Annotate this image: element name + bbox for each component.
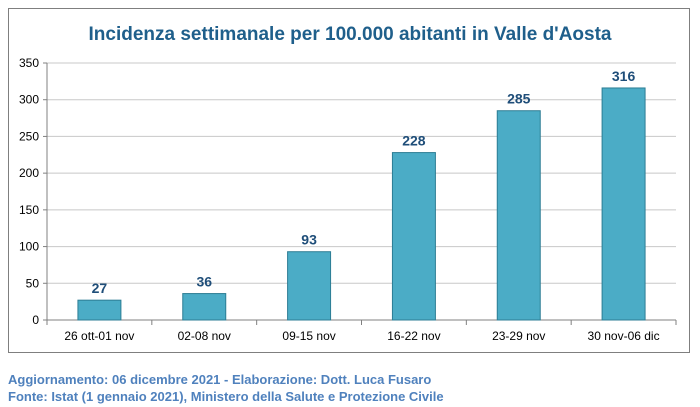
x-tick-label: 09-15 nov	[282, 329, 335, 343]
y-tick-label: 350	[19, 56, 39, 70]
data-label: 316	[612, 68, 636, 84]
bar	[496, 110, 541, 321]
data-label: 93	[301, 232, 317, 248]
x-tick-label: 23-29 nov	[492, 329, 545, 343]
footer-source-note: Fonte: Istat (1 gennaio 2021), Ministero…	[8, 389, 444, 404]
y-tick-label: 0	[32, 313, 39, 327]
data-label: 228	[402, 133, 426, 149]
chart-title: Incidenza settimanale per 100.000 abitan…	[89, 24, 612, 45]
x-tick-label: 02-08 nov	[178, 329, 231, 343]
y-tick-label: 100	[19, 240, 39, 254]
x-tick-label: 30 nov-06 dic	[588, 329, 660, 343]
y-tick-label: 200	[19, 166, 39, 180]
y-tick-label: 250	[19, 129, 39, 143]
bar	[287, 251, 332, 321]
bar	[182, 293, 227, 321]
bar-chart: Incidenza settimanale per 100.000 abitan…	[19, 24, 677, 343]
bar	[391, 152, 436, 321]
bar	[601, 87, 646, 321]
chart-frame	[8, 8, 690, 353]
y-tick-label: 300	[19, 93, 39, 107]
footer-update-note: Aggiornamento: 06 dicembre 2021 - Elabor…	[8, 372, 432, 387]
data-label: 27	[92, 280, 108, 296]
y-tick-label: 50	[26, 276, 40, 290]
bar	[77, 299, 122, 321]
data-label: 36	[196, 274, 212, 290]
data-label: 285	[507, 91, 531, 107]
x-tick-label: 26 ott-01 nov	[64, 329, 134, 343]
x-tick-label: 16-22 nov	[387, 329, 440, 343]
y-tick-label: 150	[19, 203, 39, 217]
